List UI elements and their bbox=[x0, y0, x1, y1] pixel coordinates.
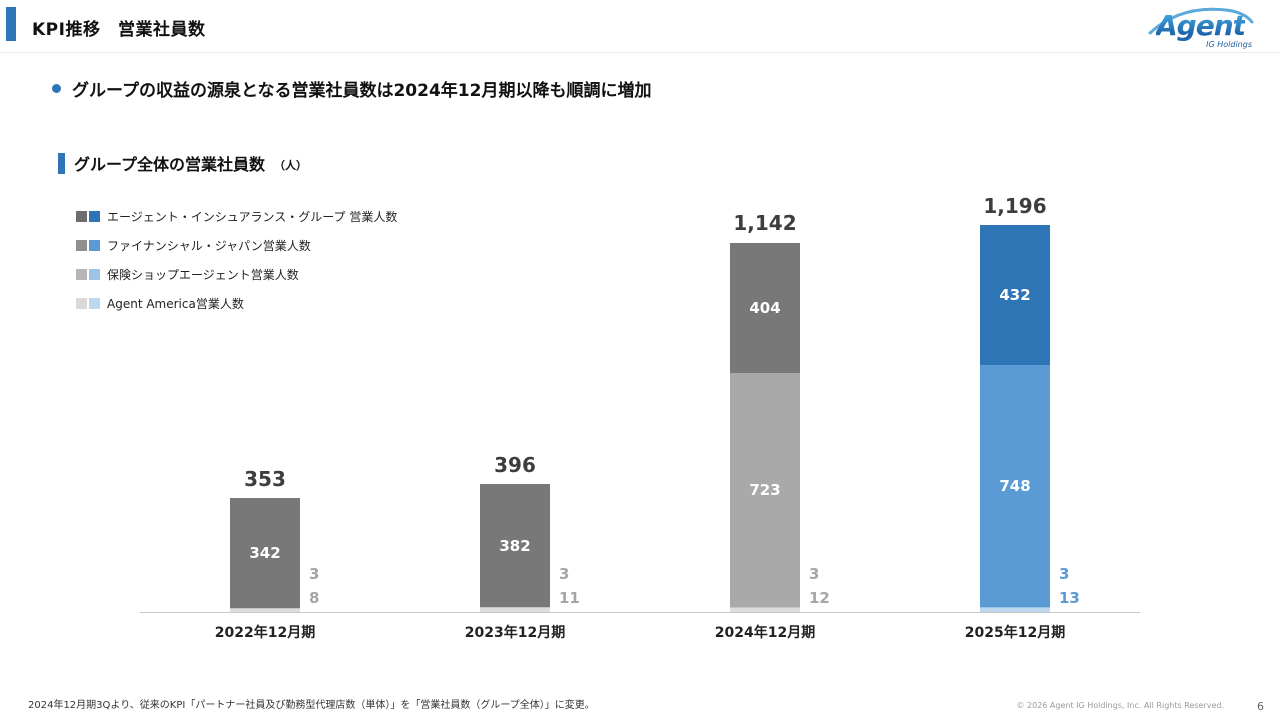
copyright: © 2026 Agent IG Holdings, Inc. All Right… bbox=[1016, 701, 1224, 710]
bar-segment bbox=[230, 609, 300, 612]
bar-group: 382 bbox=[480, 483, 550, 612]
bar-segment: 723 bbox=[730, 373, 800, 608]
bar-segment bbox=[230, 608, 300, 610]
segment-value-label: 382 bbox=[499, 536, 531, 555]
segment-value-label: 342 bbox=[249, 544, 281, 563]
legend-swatches bbox=[76, 211, 100, 222]
bar-segment bbox=[730, 608, 800, 612]
logo-text: Agent bbox=[1156, 9, 1246, 42]
side-value-label: 12 bbox=[809, 589, 830, 607]
legend-swatch-gray bbox=[76, 298, 87, 309]
section-title: グループ全体の営業社員数 bbox=[74, 155, 266, 174]
bar-group: 342 bbox=[230, 497, 300, 612]
legend-swatches bbox=[76, 269, 100, 280]
bar-total-label: 1,196 bbox=[983, 194, 1047, 218]
bar-segment: 342 bbox=[230, 497, 300, 609]
bar-total-label: 1,142 bbox=[733, 211, 797, 236]
bullet-icon bbox=[52, 84, 61, 93]
segment-value-label: 748 bbox=[999, 476, 1031, 495]
logo-swoosh-icon bbox=[1148, 7, 1254, 35]
logo-subtext: IG Holdings bbox=[1206, 40, 1252, 49]
legend-swatch-blue bbox=[89, 298, 100, 309]
side-value-label: 11 bbox=[559, 589, 580, 607]
page-title: KPI推移 営業社員数 bbox=[32, 20, 206, 40]
segment-value-label: 723 bbox=[749, 481, 781, 500]
chart-plot: 342 353 3 8 382 396 3 11 404 723 1,142 3 12 432 748 1,1… bbox=[140, 194, 1140, 612]
legend-item: エージェント・インシュアランス・グループ 営業人数 bbox=[76, 208, 397, 225]
header-accent-bar bbox=[6, 7, 16, 41]
legend-swatch-gray bbox=[76, 211, 87, 222]
side-value-label: 3 bbox=[309, 565, 320, 583]
key-message-text: グループの収益の源泉となる営業社員数は2024年12月期以降も順調に増加 bbox=[72, 81, 652, 101]
key-message: グループの収益の源泉となる営業社員数は2024年12月期以降も順調に増加 bbox=[52, 76, 651, 101]
x-axis-line bbox=[140, 612, 1140, 613]
legend-item: ファイナンシャル・ジャパン営業人数 bbox=[76, 237, 397, 254]
side-value-label: 13 bbox=[1059, 589, 1080, 607]
bar-group: 404 723 bbox=[730, 242, 800, 612]
segment-value-label: 432 bbox=[999, 285, 1031, 304]
bar-segment: 748 bbox=[980, 364, 1050, 607]
x-axis-category-label: 2023年12月期 bbox=[464, 625, 566, 641]
side-value-labels: 3 11 bbox=[559, 562, 580, 610]
side-value-label: 3 bbox=[809, 565, 820, 583]
side-value-labels: 3 13 bbox=[1059, 562, 1080, 610]
bar-segment bbox=[480, 607, 550, 609]
legend-swatch-blue bbox=[89, 211, 100, 222]
side-value-labels: 3 12 bbox=[809, 562, 830, 610]
page-number: 6 bbox=[1257, 700, 1264, 713]
slide-header: KPI推移 営業社員数 Agent IG Holdings bbox=[0, 0, 1280, 53]
section-unit: （人） bbox=[274, 158, 308, 172]
legend-item: Agent America営業人数 bbox=[76, 295, 397, 312]
legend-swatches bbox=[76, 240, 100, 251]
bar-segment bbox=[980, 606, 1050, 608]
x-axis-category-label: 2025年12月期 bbox=[964, 625, 1066, 641]
chart-section-header: グループ全体の営業社員数 （人） bbox=[58, 151, 307, 175]
bar-segment: 382 bbox=[480, 483, 550, 608]
legend-label: ファイナンシャル・ジャパン営業人数 bbox=[107, 239, 311, 253]
bar-segment bbox=[730, 607, 800, 609]
section-accent-bar bbox=[58, 152, 65, 174]
legend-label: Agent America営業人数 bbox=[107, 297, 244, 311]
x-axis-category-label: 2022年12月期 bbox=[214, 625, 316, 641]
side-value-label: 3 bbox=[559, 565, 570, 583]
legend-item: 保険ショップエージェント営業人数 bbox=[76, 266, 397, 283]
bar-segment: 432 bbox=[980, 225, 1050, 365]
side-value-label: 3 bbox=[1059, 565, 1070, 583]
legend-label: エージェント・インシュアランス・グループ 営業人数 bbox=[107, 210, 398, 224]
legend-swatch-gray bbox=[76, 240, 87, 251]
footnote: 2024年12月期3Qより、従来のKPI「パートナー社員及び勤務型代理店数（単体… bbox=[28, 700, 595, 711]
bar-segment bbox=[980, 607, 1050, 612]
x-axis-labels: 2022年12月期 2023年12月期 2024年12月期 2025年12月期 bbox=[140, 622, 1140, 644]
bar-total-label: 353 bbox=[244, 466, 286, 491]
legend-swatch-blue bbox=[89, 240, 100, 251]
company-logo: Agent IG Holdings bbox=[1146, 3, 1256, 51]
bar-segment: 404 bbox=[730, 242, 800, 374]
legend-swatch-gray bbox=[76, 269, 87, 280]
x-axis-category-label: 2024年12月期 bbox=[714, 625, 816, 641]
legend-swatches bbox=[76, 298, 100, 309]
bar-group: 432 748 bbox=[980, 225, 1050, 612]
bar-total-label: 396 bbox=[494, 452, 536, 477]
side-value-label: 8 bbox=[309, 589, 320, 607]
segment-value-label: 404 bbox=[749, 298, 781, 317]
chart-legend: エージェント・インシュアランス・グループ 営業人数 ファイナンシャル・ジャパン営業… bbox=[76, 208, 397, 312]
legend-swatch-blue bbox=[89, 269, 100, 280]
bar-segment bbox=[480, 608, 550, 612]
legend-label: 保険ショップエージェント営業人数 bbox=[107, 268, 299, 282]
